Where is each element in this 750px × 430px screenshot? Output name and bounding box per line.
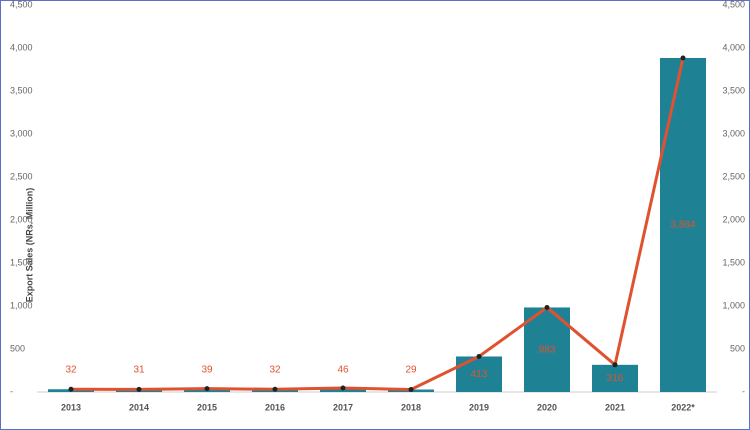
y2-tick-label: 4,500 [722, 0, 745, 9]
line-point [476, 353, 482, 359]
y-tick-label: 2,000 [10, 214, 33, 224]
data-label: 3,884 [670, 220, 695, 231]
data-label: 316 [607, 373, 624, 384]
y2-tick-label: - [742, 386, 745, 396]
y-axis-label: Export Sales (NRs. Million) [24, 188, 34, 303]
x-tick-label: 2022* [671, 402, 695, 412]
y2-tick-label: 1,500 [722, 257, 745, 267]
y2-tick-label: 3,500 [722, 85, 745, 95]
data-label: 32 [65, 365, 77, 376]
y2-tick-label: 2,000 [722, 214, 745, 224]
x-tick-label: 2013 [61, 402, 81, 412]
line-point [272, 386, 278, 392]
x-tick-label: 2014 [129, 402, 149, 412]
data-label: 29 [405, 365, 417, 376]
y-tick-label: 3,000 [10, 128, 33, 138]
y2-tick-label: 4,000 [722, 42, 745, 52]
bar [592, 364, 638, 392]
y2-tick-label: 3,000 [722, 128, 745, 138]
x-tick-label: 2016 [265, 402, 285, 412]
x-tick-label: 2019 [469, 402, 489, 412]
line [70, 57, 685, 392]
data-label: 983 [539, 344, 556, 355]
x-tick-label: 2021 [605, 402, 625, 412]
x-tick-label: 2017 [333, 402, 353, 412]
data-label: 32 [269, 365, 281, 376]
data-label: 413 [471, 369, 488, 380]
data-label: 46 [337, 365, 349, 376]
y-tick-label: 500 [10, 343, 25, 353]
line-point [136, 386, 142, 392]
y-tick-label: 4,500 [10, 0, 33, 9]
x-tick-label: 2020 [537, 402, 557, 412]
y2-tick-label: 1,000 [722, 300, 745, 310]
data-label: 39 [201, 365, 213, 376]
y-tick-label: 1,000 [10, 300, 33, 310]
y-tick-label: 1,500 [10, 257, 33, 267]
y2-tick-label: 2,500 [722, 171, 745, 181]
bar [660, 57, 706, 392]
y2-tick-label: 500 [730, 343, 745, 353]
data-label: 31 [133, 365, 145, 376]
y-tick-label: 4,000 [10, 42, 33, 52]
line-point [544, 304, 550, 310]
x-tick-label: 2018 [401, 402, 421, 412]
line-point [680, 55, 686, 61]
line-point [204, 386, 210, 392]
line-point [408, 387, 414, 393]
y-tick-label: 2,500 [10, 171, 33, 181]
line-point [340, 385, 346, 391]
y-tick-label: - [10, 386, 13, 396]
x-tick-label: 2015 [197, 402, 217, 412]
line-point [612, 362, 618, 368]
y-tick-label: 3,500 [10, 85, 33, 95]
line-point [68, 386, 74, 392]
